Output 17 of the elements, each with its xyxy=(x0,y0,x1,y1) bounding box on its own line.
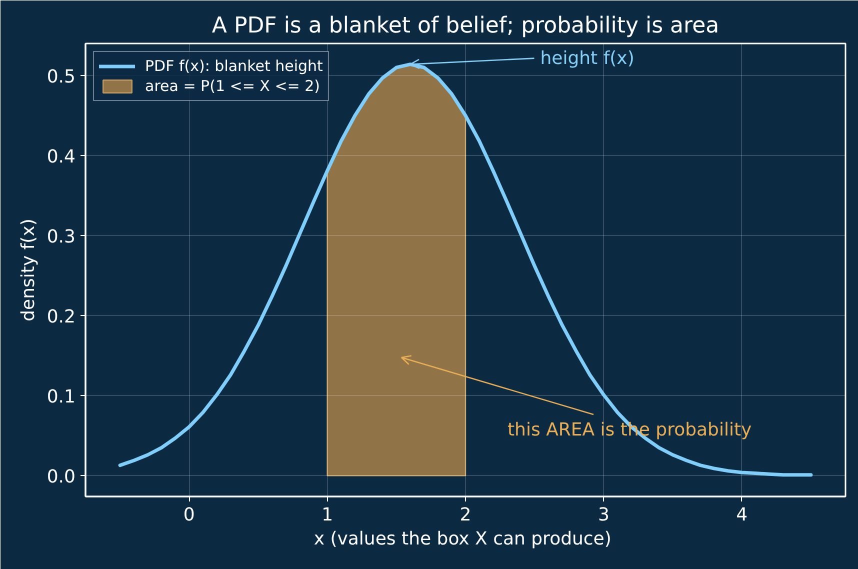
x-tick-label: 3 xyxy=(598,504,610,526)
y-tick-label: 0.2 xyxy=(46,306,76,328)
y-tick-label: 0.3 xyxy=(46,226,76,248)
x-tick-label: 4 xyxy=(736,504,748,526)
y-tick-label: 0.0 xyxy=(46,466,76,488)
x-tick-label: 1 xyxy=(322,504,334,526)
legend-label: PDF f(x): blanket height xyxy=(145,57,323,75)
y-axis-title: density f(x) xyxy=(18,218,39,322)
y-tick-label: 0.1 xyxy=(46,386,76,408)
chart-title: A PDF is a blanket of belief; probability is area xyxy=(212,14,720,38)
y-tick-label: 0.5 xyxy=(46,66,76,88)
x-tick-label: 2 xyxy=(460,504,472,526)
legend-label: area = P(1 <= X <= 2) xyxy=(145,77,320,95)
x-tick-label: 0 xyxy=(183,504,195,526)
annotation: height f(x) xyxy=(540,48,634,69)
x-axis-title: x (values the box X can produce) xyxy=(314,528,612,550)
y-tick-label: 0.4 xyxy=(46,146,76,168)
